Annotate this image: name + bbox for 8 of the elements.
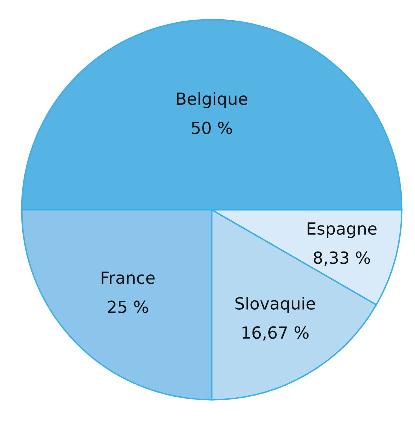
slice-label: Slovaquie: [236, 297, 316, 314]
data-label: 8,33 %: [314, 252, 370, 266]
data-label: 16,67 %: [242, 326, 309, 341]
slice-label: France: [102, 272, 155, 284]
data-label: 25 %: [108, 300, 148, 314]
data-label: 50 %: [192, 122, 232, 134]
slice-label: Belgique: [177, 92, 248, 108]
slice-label: Espagne: [308, 222, 377, 238]
